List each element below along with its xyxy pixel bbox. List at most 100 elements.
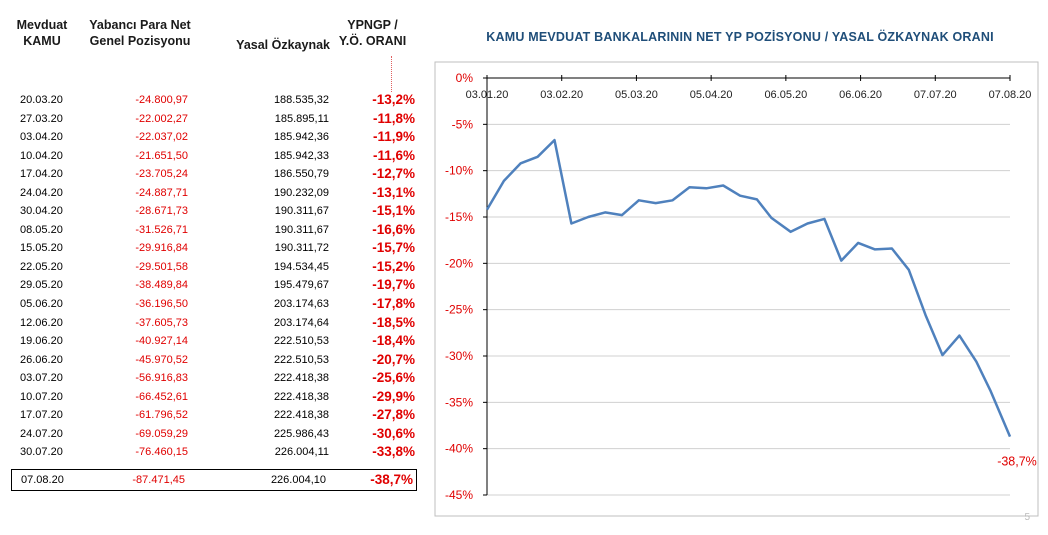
row-ypngp: -28.671,73 [135, 205, 188, 218]
table-row: 03.07.20 -56.916,83 222.418,38 -25,6% [0, 370, 430, 389]
row-date: 03.07.20 [20, 372, 63, 385]
row-ratio: -33,8% [372, 444, 415, 460]
table-row: 05.06.20 -36.196,50 203.174,63 -17,8% [0, 296, 430, 315]
y-tick-label: -10% [445, 164, 473, 178]
table-row: 29.05.20 -38.489,84 195.479,67 -19,7% [0, 277, 430, 296]
y-tick-label: -35% [445, 395, 473, 409]
table-row: 22.05.20 -29.501,58 194.534,45 -15,2% [0, 259, 430, 278]
row-ratio: -30,6% [372, 425, 415, 441]
row-date: 24.07.20 [20, 427, 63, 440]
row-ratio: -25,6% [372, 370, 415, 386]
data-table: Mevduat KAMU Yabancı Para Net Genel Pozi… [0, 0, 430, 535]
row-ratio: -13,1% [372, 184, 415, 200]
row-ozkaynak: 186.550,79 [273, 168, 329, 181]
table-row-highlighted: 07.08.20 -87.471,45 226.004,10 -38,7% [11, 468, 417, 491]
table-row: 03.04.20 -22.037,02 185.942,36 -11,9% [0, 129, 430, 148]
row-ozkaynak: 188.535,32 [273, 94, 329, 106]
row-ratio: -12,7% [372, 166, 415, 182]
x-tick-label: 06.05.20 [764, 89, 807, 101]
y-tick-label: -15% [445, 210, 473, 224]
table-row: 26.06.20 -45.970,52 222.510,53 -20,7% [0, 352, 430, 371]
row-ypngp: -29.501,58 [135, 260, 188, 273]
table-row: 24.07.20 -69.059,29 225.986,43 -30,6% [0, 426, 430, 445]
row-date: 12.06.20 [20, 316, 63, 329]
row-date: 15.05.20 [20, 242, 63, 255]
row-date: 30.04.20 [20, 205, 63, 218]
row-ypngp: -24.887,71 [135, 186, 188, 199]
row-ozkaynak: 222.418,38 [273, 372, 329, 385]
row-ratio: -38,7% [370, 471, 413, 487]
table-row: 19.06.20 -40.927,14 222.510,53 -18,4% [0, 333, 430, 352]
header-ratio: YPNGP / Y.Ö. ORANI [330, 17, 415, 49]
row-ypngp: -76.460,15 [135, 446, 188, 459]
row-date: 03.04.20 [20, 131, 63, 144]
x-tick-label: 05.04.20 [690, 89, 733, 101]
row-ypngp: -66.452,61 [135, 390, 188, 403]
row-date: 10.07.20 [20, 390, 63, 403]
row-ratio: -15,1% [372, 203, 415, 219]
row-date: 29.05.20 [20, 279, 63, 292]
y-tick-label: -40% [445, 442, 473, 456]
y-tick-label: 0% [456, 71, 474, 85]
row-date: 17.07.20 [20, 409, 63, 422]
row-ypngp: -36.196,50 [135, 298, 188, 311]
row-ypngp: -45.970,52 [135, 353, 188, 366]
row-ratio: -11,9% [372, 129, 415, 145]
table-row: 20.03.20 -24.800,97 188.535,32 -13,2% [0, 92, 430, 111]
table-row: 15.05.20 -29.916,84 190.311,72 -15,7% [0, 240, 430, 259]
row-ratio: -18,5% [372, 314, 415, 330]
row-ozkaynak: 185.942,33 [273, 149, 329, 162]
row-ozkaynak: 190.232,09 [273, 186, 329, 199]
row-ypngp: -29.916,84 [135, 242, 188, 255]
row-ratio: -13,2% [372, 92, 415, 107]
row-date: 20.03.20 [20, 94, 63, 106]
table-row: 08.05.20 -31.526,71 190.311,67 -16,6% [0, 222, 430, 241]
table-row: 10.07.20 -66.452,61 222.418,38 -29,9% [0, 389, 430, 408]
row-ozkaynak: 203.174,64 [273, 316, 329, 329]
header-col4-line2: Y.Ö. ORANI [338, 34, 407, 48]
row-ozkaynak: 222.510,53 [273, 335, 329, 348]
row-ozkaynak: 225.986,43 [273, 427, 329, 440]
row-ypngp: -61.796,52 [135, 409, 188, 422]
row-ozkaynak: 190.311,67 [274, 223, 329, 236]
table-row: 12.06.20 -37.605,73 203.174,64 -18,5% [0, 315, 430, 334]
chart-frame [434, 61, 1039, 517]
row-ypngp: -21.651,50 [135, 149, 188, 162]
row-date: 10.04.20 [20, 149, 63, 162]
row-ratio: -15,2% [372, 258, 415, 274]
header-col2-line1: Yabancı Para Net [89, 18, 191, 32]
row-date: 05.06.20 [20, 298, 63, 311]
row-ypngp: -24.800,97 [135, 94, 188, 106]
x-tick-label: 07.07.20 [914, 89, 957, 101]
table-row: 30.07.20 -76.460,15 226.004,11 -33,8% [0, 444, 430, 463]
row-ozkaynak: 190.311,67 [274, 205, 329, 218]
y-tick-label: -25% [445, 303, 473, 317]
table-row: 10.04.20 -21.651,50 185.942,33 -11,6% [0, 148, 430, 167]
header-col4-line1: YPNGP / [347, 18, 398, 32]
row-ozkaynak: 194.534,45 [273, 260, 329, 273]
row-ozkaynak: 203.174,63 [273, 298, 329, 311]
x-tick-label: 06.06.20 [839, 89, 882, 101]
row-date: 08.05.20 [20, 223, 63, 236]
row-ypngp: -69.059,29 [135, 427, 188, 440]
x-tick-label: 03.01.20 [466, 89, 509, 101]
table-row: 27.03.20 -22.002,27 185.895,11 -11,8% [0, 111, 430, 130]
row-ozkaynak: 190.311,72 [274, 242, 329, 255]
row-ozkaynak: 226.004,10 [270, 473, 326, 486]
row-ypngp: -23.705,24 [135, 168, 188, 181]
row-ozkaynak: 185.942,36 [273, 131, 329, 144]
row-ypngp: -87.471,45 [132, 473, 185, 486]
row-ratio: -17,8% [372, 296, 415, 312]
row-ratio: -18,4% [372, 333, 415, 349]
row-ypngp: -22.002,27 [135, 112, 188, 125]
series-line [485, 138, 1012, 438]
row-date: 27.03.20 [20, 112, 63, 125]
row-ypngp: -56.916,83 [135, 372, 188, 385]
table-row: 17.07.20 -61.796,52 222.418,38 -27,8% [0, 407, 430, 426]
table-row: 30.04.20 -28.671,73 190.311,67 -15,1% [0, 203, 430, 222]
row-ratio: -29,9% [372, 388, 415, 404]
row-ratio: -27,8% [372, 407, 415, 423]
row-date: 24.04.20 [20, 186, 63, 199]
header-col1-line2: KAMU [23, 34, 61, 48]
chart-title: KAMU MEVDUAT BANKALARININ NET YP POZİSYO… [486, 30, 994, 44]
